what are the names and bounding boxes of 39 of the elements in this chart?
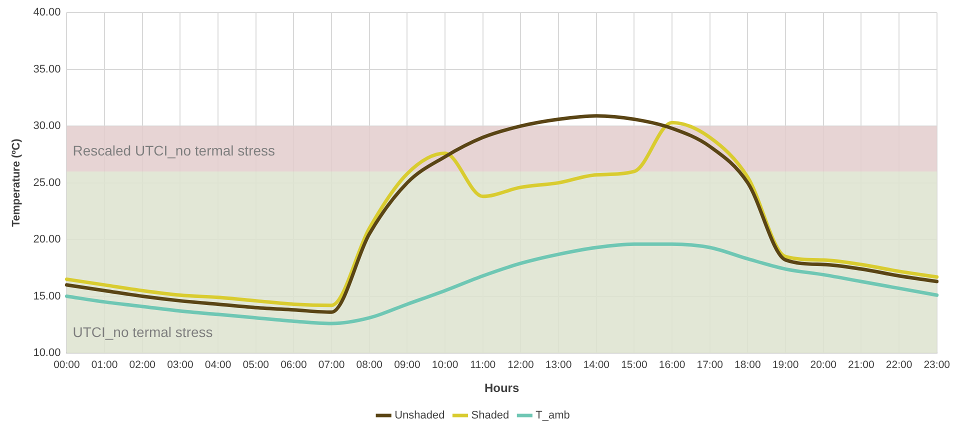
- x-tick-label: 19:00: [772, 359, 799, 372]
- x-tick-label: 23:00: [924, 359, 950, 372]
- x-tick-label: 05:00: [242, 359, 270, 372]
- legend-label: T_amb: [536, 410, 570, 422]
- y-tick-label: 30.00: [33, 120, 61, 132]
- line-series: [64, 242, 939, 326]
- y-tick-label: 40.00: [33, 6, 61, 19]
- x-tick-label: 21:00: [848, 359, 874, 372]
- x-tick-label: 08:00: [356, 359, 383, 372]
- x-tick-label: 07:00: [318, 359, 345, 372]
- y-tick-label: 20.00: [33, 234, 61, 246]
- x-axis-title: Hours: [484, 381, 520, 396]
- x-tick-label: 09:00: [394, 359, 421, 372]
- x-tick-label: 02:00: [129, 359, 156, 372]
- y-tick-label: 25.00: [33, 176, 61, 189]
- x-tick-label: 01:00: [91, 359, 118, 372]
- y-tick-label: 10.00: [33, 347, 61, 360]
- legend-label: Shaded: [471, 410, 510, 422]
- legend-label: Unshaded: [394, 410, 445, 422]
- x-tick-label: 03:00: [167, 359, 194, 372]
- x-tick-label: 13:00: [545, 359, 572, 372]
- band-label: UTCI_no termal stress: [72, 324, 213, 340]
- x-tick-label: 14:00: [583, 359, 610, 372]
- y-axis-title: Temperature (ºC): [10, 138, 23, 227]
- x-tick-label: 00:00: [54, 359, 80, 372]
- x-tick-label: 16:00: [658, 359, 686, 372]
- x-tick-label: 22:00: [886, 359, 912, 372]
- x-tick-label: 04:00: [204, 359, 232, 372]
- x-tick-label: 11:00: [470, 359, 496, 372]
- x-tick-label: 20:00: [810, 359, 837, 372]
- x-tick-label: 18:00: [734, 359, 761, 372]
- x-tick-label: 17:00: [696, 359, 724, 372]
- x-tick-label: 12:00: [508, 359, 534, 372]
- y-tick-label: 15.00: [33, 290, 61, 302]
- x-tick-label: 06:00: [280, 359, 308, 372]
- x-tick-label: 15:00: [621, 359, 648, 372]
- x-tick-label: 10:00: [432, 359, 458, 372]
- band-label: Rescaled UTCI_no termal stress: [72, 142, 276, 158]
- y-tick-label: 35.00: [33, 63, 61, 76]
